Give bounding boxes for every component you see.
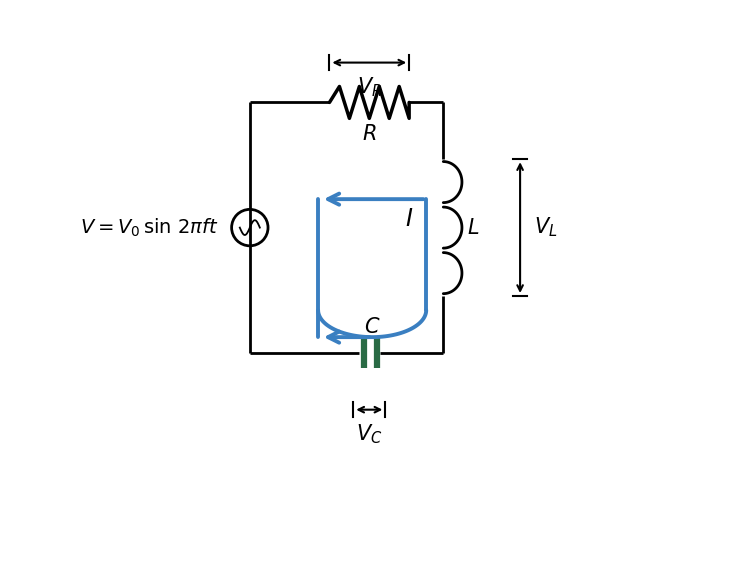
Text: $V_L$: $V_L$ [534, 216, 558, 240]
Text: $L$: $L$ [467, 217, 479, 238]
Text: $R$: $R$ [362, 124, 376, 144]
Text: $I$: $I$ [405, 207, 414, 231]
Text: $V = V_0\,\sin\,2\pi ft$: $V = V_0\,\sin\,2\pi ft$ [80, 216, 218, 239]
Text: $V_R$: $V_R$ [357, 75, 382, 98]
Text: $V_C$: $V_C$ [356, 422, 382, 446]
Text: $C$: $C$ [364, 317, 381, 337]
